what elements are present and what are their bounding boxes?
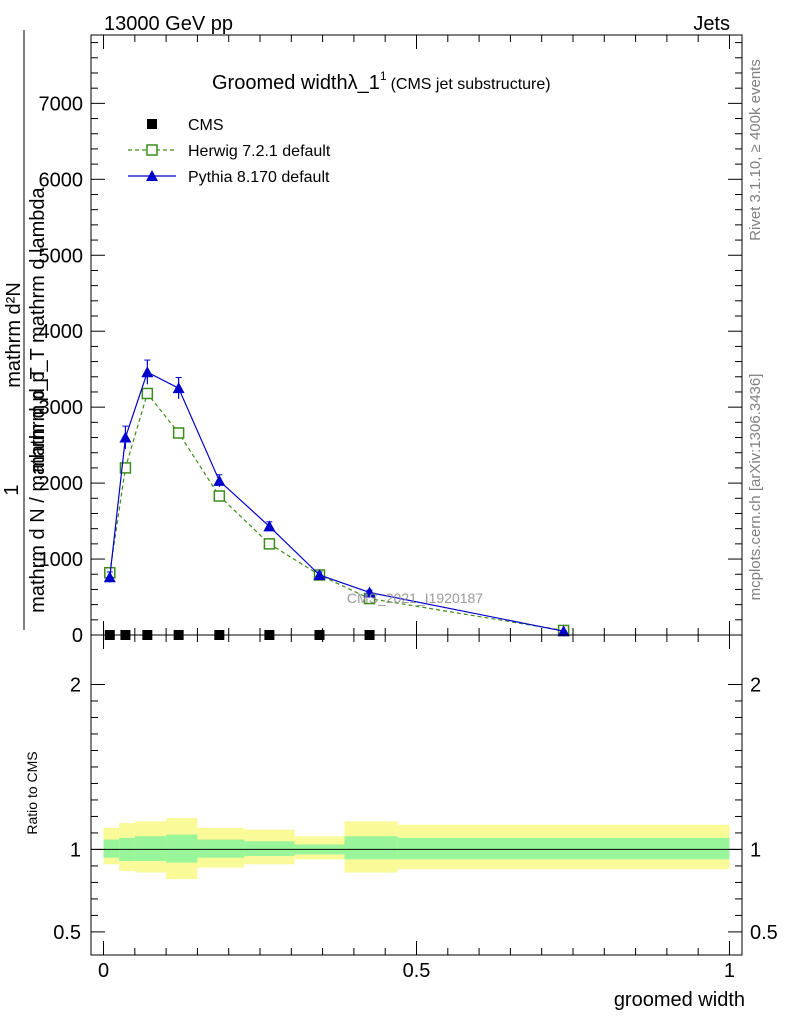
ratio-ytick-label-right: 0.5 <box>750 922 778 944</box>
pythia-point <box>363 586 376 598</box>
ytick-label: 0 <box>72 625 83 647</box>
herwig-point <box>213 490 226 502</box>
pythia-line <box>109 371 564 632</box>
process-label: Jets <box>693 13 730 35</box>
rivet-label: Rivet 3.1.10, ≥ 400k events <box>747 59 764 241</box>
ylabel-prefactor: 1 <box>1 484 23 495</box>
herwig-point <box>119 462 132 474</box>
ratio-plot-frame <box>90 634 743 956</box>
main-title: Groomed widthλ_11 (CMS jet substructure) <box>212 69 551 94</box>
ylabel-top-denominator: mathrm d p_T mathrm d lambda <box>27 186 49 472</box>
ylabel-top-numerator: mathrm d²N <box>3 282 25 388</box>
legend-marker-herwig <box>146 144 158 156</box>
pythia-point <box>213 474 226 486</box>
pythia-point <box>313 569 326 580</box>
ytick-label: 4000 <box>39 321 84 343</box>
legend-marker-pythia <box>146 170 158 181</box>
pythia-point <box>103 571 116 583</box>
legend-entry-cms: CMS <box>147 117 224 134</box>
main-data-layer <box>103 359 570 640</box>
ytick-label: 7000 <box>39 93 84 115</box>
energy-label: 13000 GeV pp <box>104 13 233 35</box>
pythia-point <box>557 625 570 637</box>
analysis-watermark: CMS_2021_I1920187 <box>347 590 483 606</box>
ratio-inner-band <box>397 837 730 860</box>
pythia-point <box>263 520 276 532</box>
ratio-inner-band <box>344 836 398 860</box>
ratio-uncertainty-bands <box>91 818 742 880</box>
legend-label-cms: CMS <box>188 117 224 134</box>
pythia-point <box>141 366 154 378</box>
ratio-inner-band <box>244 841 295 857</box>
legend-label-herwig: Herwig 7.2.1 default <box>188 143 331 160</box>
herwig-point <box>172 427 185 439</box>
ratio-axis-ticks: 0.5 0.5 1 1 2 2 0 0.5 1 <box>53 635 778 982</box>
ratio-ytick-label-right: 2 <box>750 674 761 696</box>
herwig-point <box>141 387 154 400</box>
ratio-xlabel: groomed width <box>614 989 745 1011</box>
source-label: mcplots.cern.ch [arXiv:1306.3436] <box>747 374 764 601</box>
ratio-ytick-label-left: 0.5 <box>53 922 81 944</box>
main-ylabel: mathrm d²N mathrm d p_T mathrm d lambda … <box>1 30 49 630</box>
legend: CMS Herwig 7.2.1 default Pythia 8.170 de… <box>128 117 331 186</box>
ytick-label: 2000 <box>39 473 84 495</box>
pythia-point <box>172 382 185 394</box>
pythia-point <box>119 431 132 443</box>
ratio-ylabel: Ratio to CMS <box>24 751 40 834</box>
herwig-point <box>263 538 276 550</box>
ratio-xtick-label: 0 <box>98 960 109 982</box>
ytick-label: 6000 <box>39 169 84 191</box>
ratio-ytick-label-left: 1 <box>70 839 81 861</box>
ytick-label: 5000 <box>39 245 84 267</box>
ytick-label: 3000 <box>39 397 84 419</box>
ratio-inner-band <box>166 834 198 863</box>
legend-entry-pythia: Pythia 8.170 default <box>128 169 330 186</box>
ratio-xtick-label: 0.5 <box>403 960 431 982</box>
ratio-ytick-label-left: 2 <box>70 674 81 696</box>
ratio-ytick-label-right: 1 <box>750 839 761 861</box>
ytick-label: 1000 <box>39 549 84 571</box>
ratio-inner-band <box>197 839 245 858</box>
ratio-xtick-label: 1 <box>724 960 735 982</box>
main-axis-ticks: 0 1000 2000 3000 4000 5000 6000 7000 <box>39 35 742 647</box>
ratio-inner-band <box>103 839 120 858</box>
legend-entry-herwig: Herwig 7.2.1 default <box>128 143 331 160</box>
legend-marker-cms <box>147 119 157 129</box>
ylabel-bottom-denominator: mathrm d N / mathrm d p_T <box>27 367 49 613</box>
ratio-inner-band <box>134 836 167 861</box>
legend-label-pythia: Pythia 8.170 default <box>188 169 330 186</box>
